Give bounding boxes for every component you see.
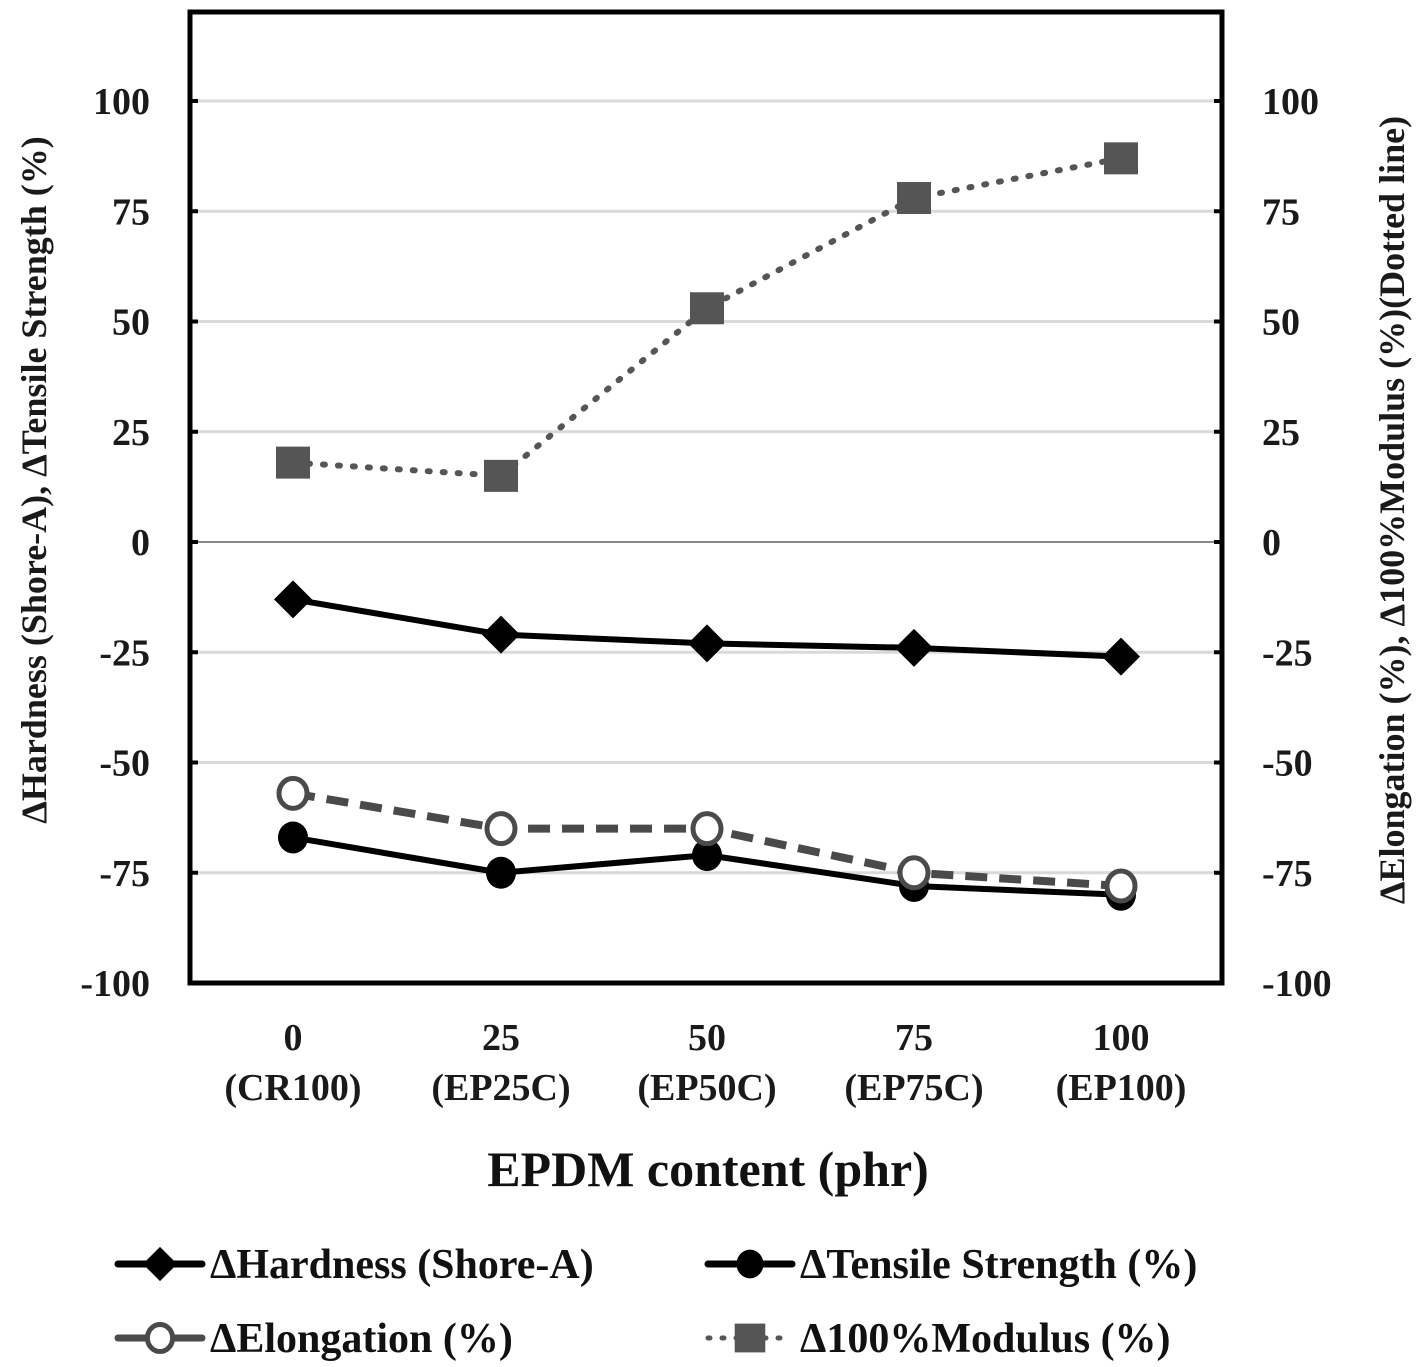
x-tick-label: 50	[688, 1017, 726, 1059]
filled-circle-marker	[278, 821, 308, 854]
y-tick-label-right: -100	[1262, 963, 1332, 1005]
y-tick-label-left: -25	[99, 632, 150, 674]
square-marker	[276, 446, 310, 479]
open-circle-marker	[690, 811, 724, 847]
diamond-marker	[895, 628, 933, 667]
plot-frame	[187, 9, 1225, 986]
y-axis-right: 100 75 50 25 0 -25 -50 -75 -100	[1214, 81, 1332, 1005]
open-circle-marker	[144, 1322, 176, 1354]
diamond-marker	[482, 615, 520, 654]
diamond-marker	[1102, 637, 1140, 676]
square-marker	[897, 182, 931, 215]
y-tick-label-left: 100	[93, 81, 150, 123]
y-tick-label-right: 0	[1262, 522, 1281, 564]
y-tick-label-left: -100	[80, 963, 150, 1005]
diamond-marker	[274, 580, 312, 619]
legend-label: ΔElongation (%)	[210, 1316, 513, 1362]
x-tick-label: 75	[895, 1017, 933, 1059]
legend-label: ΔHardness (Shore-A)	[210, 1242, 594, 1288]
y-tick-label-left: 50	[112, 302, 150, 344]
y-axis-right-label: ΔElongation (%), Δ100%Modulus (%)(Dotted…	[1372, 116, 1412, 904]
x-axis-title: EPDM content (phr)	[487, 1141, 929, 1197]
y-tick-label-left: -50	[99, 743, 150, 785]
legend: ΔHardness (Shore-A) ΔTensile Strength (%)…	[114, 1242, 1197, 1362]
y-axis-left: 100 75 50 25 0 -25 -50 -75 -100	[80, 81, 198, 1005]
legend-item: ΔHardness (Shore-A)	[114, 1242, 594, 1288]
gridlines	[190, 99, 1222, 875]
y-tick-label-right: -25	[1262, 632, 1313, 674]
x-tick-label: 25	[482, 1017, 520, 1059]
open-circle-marker	[1104, 868, 1138, 904]
x-tick-sublabel: (EP100)	[1056, 1067, 1187, 1109]
y-tick-label-right: 50	[1262, 302, 1300, 344]
square-marker	[690, 292, 724, 325]
diamond-marker	[688, 624, 726, 663]
diamond-marker	[142, 1246, 178, 1282]
filled-circle-marker	[486, 856, 516, 889]
square-marker	[1104, 142, 1138, 175]
x-tick-label: 100	[1093, 1017, 1150, 1059]
series-1	[278, 821, 1136, 911]
x-tick-sublabel: (EP25C)	[431, 1067, 570, 1109]
y-tick-label-left: 75	[112, 191, 150, 233]
legend-label: ΔTensile Strength (%)	[800, 1242, 1197, 1288]
y-tick-label-right: -50	[1262, 743, 1313, 785]
y-tick-label-right: -75	[1262, 853, 1313, 895]
series-2	[276, 775, 1138, 904]
open-circle-marker	[276, 775, 310, 811]
open-circle-marker	[484, 811, 518, 847]
y-tick-label-right: 75	[1262, 191, 1300, 233]
y-tick-label-left: -75	[99, 853, 150, 895]
x-axis: 0 (CR100) 25 (EP25C) 50 (EP50C) 75 (EP75C) 100 (E…	[224, 1017, 1186, 1109]
legend-item: Δ100%Modulus (%)	[705, 1316, 1171, 1362]
legend-item: ΔTensile Strength (%)	[704, 1242, 1197, 1288]
x-tick-sublabel: (CR100)	[224, 1067, 361, 1109]
y-tick-label-left: 25	[112, 412, 150, 454]
y-tick-label-right: 25	[1262, 412, 1300, 454]
square-marker	[734, 1323, 766, 1353]
y-axis-left-label: ΔHardness (Shore-A), ΔTensile Strength (…	[14, 136, 54, 824]
x-tick-label: 0	[284, 1017, 303, 1059]
series-3	[276, 142, 1138, 492]
series-0	[274, 580, 1140, 676]
y-tick-label-left: 0	[131, 522, 150, 564]
y-tick-label-right: 100	[1262, 81, 1319, 123]
x-tick-sublabel: (EP50C)	[637, 1067, 776, 1109]
series-line	[290, 155, 1124, 479]
square-marker	[484, 459, 518, 492]
series-layer	[274, 142, 1140, 911]
legend-item: ΔElongation (%)	[114, 1316, 513, 1362]
open-circle-marker	[897, 855, 931, 891]
filled-circle-marker	[692, 839, 722, 872]
x-tick-sublabel: (EP75C)	[844, 1067, 983, 1109]
filled-circle-marker	[736, 1249, 764, 1279]
legend-label: Δ100%Modulus (%)	[800, 1316, 1171, 1362]
